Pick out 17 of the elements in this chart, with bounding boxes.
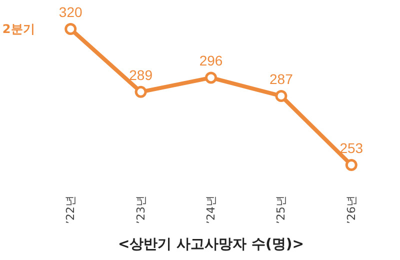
x-tick-label: ’25년	[274, 196, 288, 224]
point	[64, 23, 77, 35]
x-tick-label: ’22년	[64, 196, 78, 224]
data-label: 253	[340, 140, 364, 156]
text: 2분기	[2, 22, 35, 36]
point	[205, 72, 217, 84]
text: <상반기 사고사망자 수(명)>	[118, 236, 304, 252]
data-label: 296	[199, 52, 223, 69]
data-label: 320	[58, 4, 82, 20]
x-tick-label: ’24년	[204, 196, 218, 224]
x-tick-label: ’23년	[134, 196, 148, 224]
data-label: 287	[270, 70, 294, 87]
x-tick-label: ’26년	[344, 196, 358, 224]
point	[134, 86, 147, 98]
point	[345, 159, 358, 171]
data-label: 289	[129, 66, 153, 83]
point	[275, 90, 288, 102]
